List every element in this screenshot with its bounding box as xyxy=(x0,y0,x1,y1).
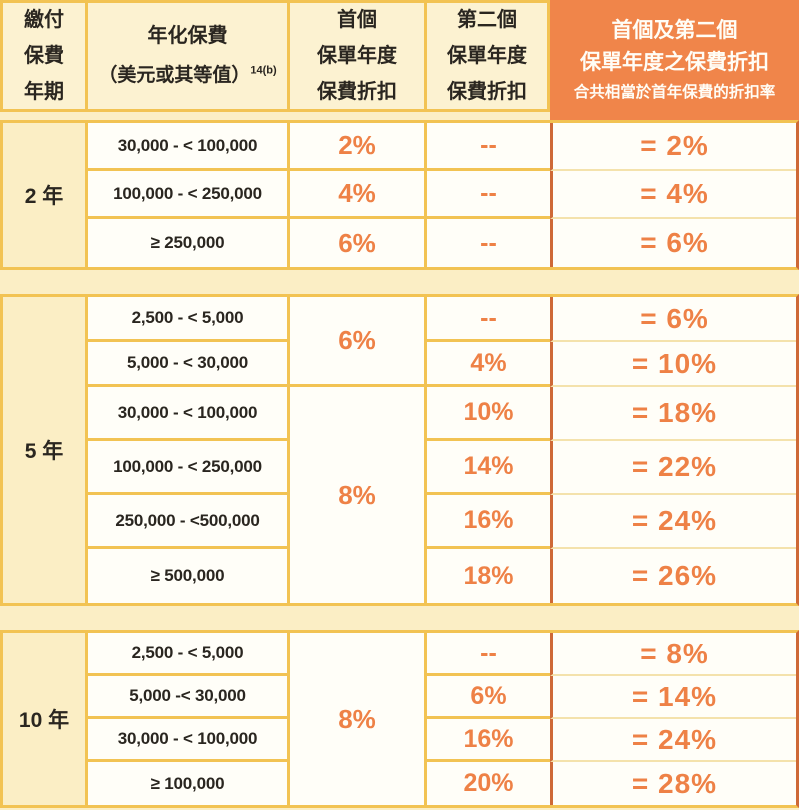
section-2-year: 2 年 30,000 - < 100,000 100,000 - < 250,0… xyxy=(0,120,799,270)
combined-discount-cell: = 6% xyxy=(550,297,796,342)
first-year-discount-cell-merged: 8% xyxy=(290,387,427,603)
section-10-year: 10 年 2,500 - < 5,000 5,000 -< 30,000 30,… xyxy=(0,630,799,808)
header-payment-term: 繳付 保費 年期 xyxy=(0,0,88,112)
combined-discount-cell: = 10% xyxy=(550,342,796,387)
year-label: 5 年 xyxy=(3,297,88,603)
premium-range-cell: 250,000 - <500,000 xyxy=(88,495,290,549)
first-year-discount-cell-merged: 8% xyxy=(290,633,427,805)
first-year-discount-cell: 6% xyxy=(290,219,427,267)
header-line: （美元或其等值）14(b) xyxy=(98,64,277,87)
first-year-discount-cell-merged: 6% xyxy=(290,297,427,387)
header-annualized-premium: 年化保費 （美元或其等值）14(b) xyxy=(88,0,290,112)
second-year-discount-cell: -- xyxy=(427,219,550,267)
premium-range-cell: 5,000 - < 30,000 xyxy=(88,342,290,387)
premium-range-cell: ≥ 250,000 xyxy=(88,219,290,267)
combined-discount-cell: = 18% xyxy=(550,387,796,441)
second-year-discount-cell: 16% xyxy=(427,495,550,549)
second-year-discount-cell: 10% xyxy=(427,387,550,441)
section-5-year: 5 年 2,500 - < 5,000 5,000 - < 30,000 30,… xyxy=(0,294,799,606)
second-year-discount-cell: -- xyxy=(427,297,550,342)
premium-range-cell: ≥ 500,000 xyxy=(88,549,290,603)
combined-discount-cell: = 28% xyxy=(550,762,796,805)
header-line: 保費折扣 xyxy=(447,81,527,103)
premium-range-cell: ≥ 100,000 xyxy=(88,762,290,805)
second-year-discount-cell: 16% xyxy=(427,719,550,762)
header-line: 保費折扣 xyxy=(317,81,397,103)
combined-discount-cell: = 22% xyxy=(550,441,796,495)
header-combined-discount: 首個及第二個 保單年度之保費折扣 合共相當於首年保費的折扣率 xyxy=(550,0,799,120)
combined-discount-cell: = 2% xyxy=(550,123,796,171)
premium-range-cell: 5,000 -< 30,000 xyxy=(88,676,290,719)
premium-range-cell: 30,000 - < 100,000 xyxy=(88,123,290,171)
second-year-discount-cell: 4% xyxy=(427,342,550,387)
combined-discount-cell: = 24% xyxy=(550,495,796,549)
second-year-discount-cell: 6% xyxy=(427,676,550,719)
first-year-discount-cell: 4% xyxy=(290,171,427,219)
premium-range-cell: 2,500 - < 5,000 xyxy=(88,297,290,342)
year-label: 2 年 xyxy=(3,123,88,267)
header-line: 保單年度 xyxy=(447,45,527,67)
combined-discount-cell: = 26% xyxy=(550,549,796,603)
premium-range-cell: 100,000 - < 250,000 xyxy=(88,441,290,495)
premium-range-cell: 30,000 - < 100,000 xyxy=(88,719,290,762)
footnote-superscript: 14(b) xyxy=(250,64,277,77)
second-year-discount-cell: -- xyxy=(427,633,550,676)
header-line: 繳付 xyxy=(24,9,64,31)
header-line: 保單年度 xyxy=(317,45,397,67)
combined-discount-cell: = 14% xyxy=(550,676,796,719)
combined-discount-cell: = 24% xyxy=(550,719,796,762)
combined-discount-cell: = 4% xyxy=(550,171,796,219)
header-line: 首個及第二個 xyxy=(611,19,738,43)
second-year-discount-cell: -- xyxy=(427,123,550,171)
premium-range-cell: 100,000 - < 250,000 xyxy=(88,171,290,219)
combined-discount-cell: = 8% xyxy=(550,633,796,676)
second-year-discount-cell: -- xyxy=(427,171,550,219)
second-year-discount-cell: 20% xyxy=(427,762,550,805)
first-year-discount-cell: 2% xyxy=(290,123,427,171)
table-header-row: 繳付 保費 年期 年化保費 （美元或其等值）14(b) 首個 保單年度 保費折扣… xyxy=(0,0,799,120)
premium-range-cell: 30,000 - < 100,000 xyxy=(88,387,290,441)
second-year-discount-cell: 18% xyxy=(427,549,550,603)
header-line: 年化保費 xyxy=(147,25,228,48)
header-subline: 合共相當於首年保費的折扣率 xyxy=(573,83,776,101)
second-year-discount-cell: 14% xyxy=(427,441,550,495)
header-second-year-discount: 第二個 保單年度 保費折扣 xyxy=(427,0,550,112)
premium-range-cell: 2,500 - < 5,000 xyxy=(88,633,290,676)
header-line: 保單年度之保費折扣 xyxy=(580,51,769,75)
header-line: 年期 xyxy=(24,81,64,103)
header-line: 保費 xyxy=(24,45,64,67)
header-line: 第二個 xyxy=(457,9,517,31)
header-line: 首個 xyxy=(337,9,377,31)
header-first-year-discount: 首個 保單年度 保費折扣 xyxy=(290,0,427,112)
combined-discount-cell: = 6% xyxy=(550,219,796,267)
year-label: 10 年 xyxy=(3,633,88,805)
